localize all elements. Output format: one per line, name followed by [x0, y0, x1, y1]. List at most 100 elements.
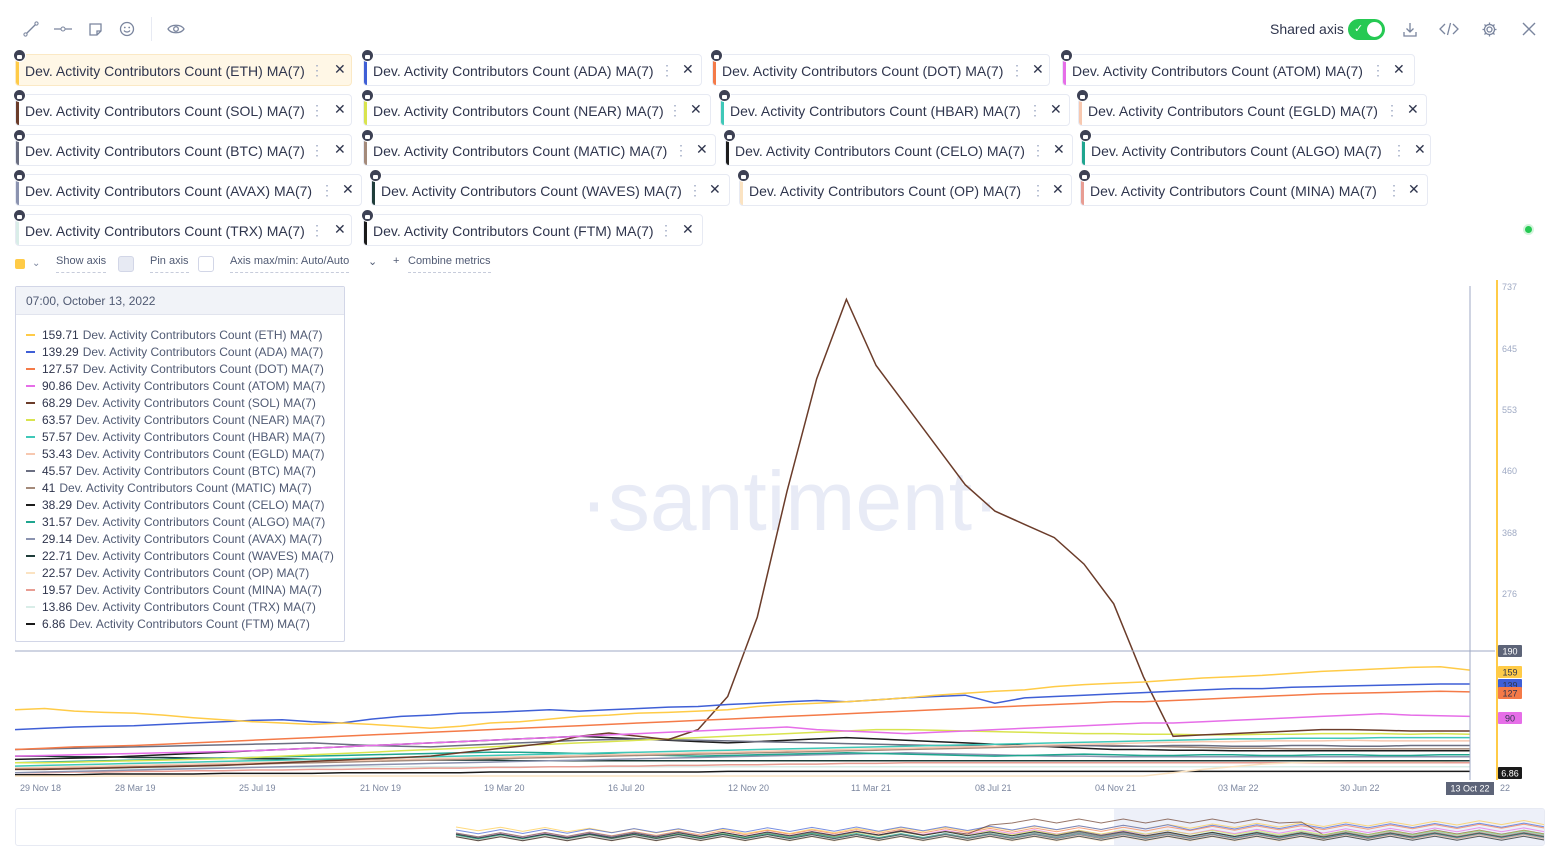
more-options-icon[interactable]: ⋮ [310, 142, 324, 158]
metric-chip[interactable]: Dev. Activity Contributors Count (ADA) M… [361, 49, 702, 86]
series-value: 29.14 [42, 531, 73, 546]
chevron-down-icon[interactable]: ⌄ [368, 256, 378, 268]
more-options-icon[interactable]: ⋮ [1031, 142, 1045, 158]
more-options-icon[interactable]: ⋮ [660, 62, 674, 78]
metric-chip[interactable]: Dev. Activity Contributors Count (CELO) … [723, 129, 1073, 166]
emoji-icon[interactable] [116, 18, 138, 40]
more-options-icon[interactable]: ⋮ [320, 182, 334, 198]
y-tick-label: 368 [1502, 528, 1517, 538]
lock-icon [1079, 129, 1092, 142]
more-options-icon[interactable]: ⋮ [310, 222, 324, 238]
more-options-icon[interactable]: ⋮ [674, 142, 688, 158]
remove-metric-icon[interactable]: ✕ [709, 181, 721, 197]
remove-metric-icon[interactable]: ✕ [1053, 141, 1065, 157]
more-options-icon[interactable]: ⋮ [1371, 62, 1385, 78]
remove-metric-icon[interactable]: ✕ [682, 61, 694, 77]
metric-chip[interactable]: Dev. Activity Contributors Count (ATOM) … [1060, 49, 1415, 86]
series-value: 63.57 [42, 412, 73, 427]
metric-chip[interactable]: Dev. Activity Contributors Count (WAVES)… [369, 169, 730, 206]
metric-chip[interactable]: Dev. Activity Contributors Count (MINA) … [1078, 169, 1428, 206]
remove-metric-icon[interactable]: ✕ [1414, 141, 1426, 157]
horizontal-ray-icon[interactable] [52, 18, 74, 40]
pin-axis-checkbox[interactable] [198, 256, 214, 272]
tooltip-row: 38.29 Dev. Activity Contributors Count (C… [26, 496, 334, 513]
metric-chip[interactable]: Dev. Activity Contributors Count (FTM) M… [361, 209, 703, 246]
chip-label: Dev. Activity Contributors Count (MATIC)… [373, 143, 668, 159]
metric-chip[interactable]: Dev. Activity Contributors Count (EGLD) … [1076, 89, 1427, 126]
chip-color-bar [726, 135, 729, 165]
lock-icon [13, 129, 26, 142]
metric-chip[interactable]: Dev. Activity Contributors Count (SOL) M… [13, 89, 352, 126]
more-options-icon[interactable]: ⋮ [1031, 182, 1045, 198]
remove-metric-icon[interactable]: ✕ [1407, 101, 1419, 117]
metric-chip[interactable]: Dev. Activity Contributors Count (NEAR) … [361, 89, 711, 126]
remove-metric-icon[interactable]: ✕ [342, 181, 354, 197]
chip-color-bar [740, 175, 743, 205]
chevron-down-icon[interactable]: ⌄ [32, 258, 41, 269]
embed-code-icon[interactable] [1438, 18, 1460, 40]
remove-metric-icon[interactable]: ✕ [682, 221, 694, 237]
more-options-icon[interactable]: ⋮ [310, 102, 324, 118]
more-options-icon[interactable]: ⋮ [659, 222, 673, 238]
chart-navigator[interactable] [15, 808, 1545, 846]
metric-chip[interactable]: Dev. Activity Contributors Count (DOT) M… [710, 49, 1050, 86]
more-options-icon[interactable]: ⋮ [1387, 182, 1401, 198]
metric-chip[interactable]: Dev. Activity Contributors Count (AVAX) … [13, 169, 362, 206]
remove-metric-icon[interactable]: ✕ [334, 101, 346, 117]
sticky-note-icon[interactable] [84, 18, 106, 40]
series-value: 139.29 [42, 344, 79, 359]
remove-metric-icon[interactable]: ✕ [334, 141, 346, 157]
remove-metric-icon[interactable]: ✕ [1393, 61, 1405, 77]
chip-label: Dev. Activity Contributors Count (FTM) M… [373, 223, 654, 239]
metric-chip[interactable]: Dev. Activity Contributors Count (ETH) M… [13, 49, 352, 86]
y-tick-label: 553 [1502, 405, 1517, 415]
metric-color-swatch[interactable] [15, 259, 25, 269]
navigator-series-line [455, 823, 1544, 838]
more-options-icon[interactable]: ⋮ [688, 182, 702, 198]
remove-metric-icon[interactable]: ✕ [690, 101, 702, 117]
metric-chip[interactable]: Dev. Activity Contributors Count (HBAR) … [718, 89, 1070, 126]
remove-metric-icon[interactable]: ✕ [1050, 101, 1062, 117]
series-color-dash [26, 418, 35, 421]
tooltip-row: 53.43 Dev. Activity Contributors Count (E… [26, 445, 334, 462]
x-tick-label: 03 Mar 22 [1218, 783, 1259, 793]
series-name: Dev. Activity Contributors Count (HBAR) … [76, 429, 326, 444]
series-color-dash [26, 622, 35, 625]
more-options-icon[interactable]: ⋮ [1385, 102, 1399, 118]
eye-icon[interactable] [165, 18, 187, 40]
shared-axis-toggle[interactable]: ✓ [1348, 19, 1385, 40]
line-chart[interactable]: ·santiment· 7376455534603682761901591391… [0, 280, 1558, 808]
remove-metric-icon[interactable]: ✕ [1032, 61, 1044, 77]
more-options-icon[interactable]: ⋮ [1392, 142, 1406, 158]
download-icon[interactable] [1399, 18, 1421, 40]
axis-maxmin-dropdown[interactable]: Axis max/min: Auto/Auto [230, 255, 350, 273]
metric-chip[interactable]: Dev. Activity Contributors Count (ALGO) … [1079, 129, 1431, 166]
remove-metric-icon[interactable]: ✕ [1052, 181, 1064, 197]
more-options-icon[interactable]: ⋮ [668, 102, 682, 118]
lock-icon [723, 129, 736, 142]
tooltip-row: 139.29 Dev. Activity Contributors Count (… [26, 343, 334, 360]
remove-metric-icon[interactable]: ✕ [696, 141, 708, 157]
metric-chip[interactable]: Dev. Activity Contributors Count (OP) MA… [737, 169, 1072, 206]
remove-metric-icon[interactable]: ✕ [334, 61, 346, 77]
draw-line-icon[interactable] [20, 18, 42, 40]
series-line [15, 760, 1471, 777]
close-icon[interactable] [1518, 18, 1540, 40]
combine-metrics-button[interactable]: Combine metrics [408, 255, 491, 273]
series-value: 19.57 [42, 582, 73, 597]
remove-metric-icon[interactable]: ✕ [1408, 181, 1420, 197]
metric-chip[interactable]: Dev. Activity Contributors Count (BTC) M… [13, 129, 352, 166]
remove-metric-icon[interactable]: ✕ [334, 221, 346, 237]
x-axis: 29 Nov 18 28 Mar 19 25 Jul 19 21 Nov 19 19 M… [20, 782, 1510, 795]
x-tick-label: 29 Nov 18 [20, 783, 61, 793]
more-options-icon[interactable]: ⋮ [1028, 102, 1042, 118]
show-axis-checkbox[interactable] [118, 256, 134, 272]
navigator-preview [455, 809, 1544, 845]
more-options-icon[interactable]: ⋮ [310, 62, 324, 78]
y-tick-label: 276 [1502, 589, 1517, 599]
tooltip-row: 57.57 Dev. Activity Contributors Count (H… [26, 428, 334, 445]
more-options-icon[interactable]: ⋮ [1010, 62, 1024, 78]
settings-gear-icon[interactable] [1478, 18, 1500, 40]
metric-chip[interactable]: Dev. Activity Contributors Count (TRX) M… [13, 209, 352, 246]
metric-chip[interactable]: Dev. Activity Contributors Count (MATIC)… [361, 129, 716, 166]
